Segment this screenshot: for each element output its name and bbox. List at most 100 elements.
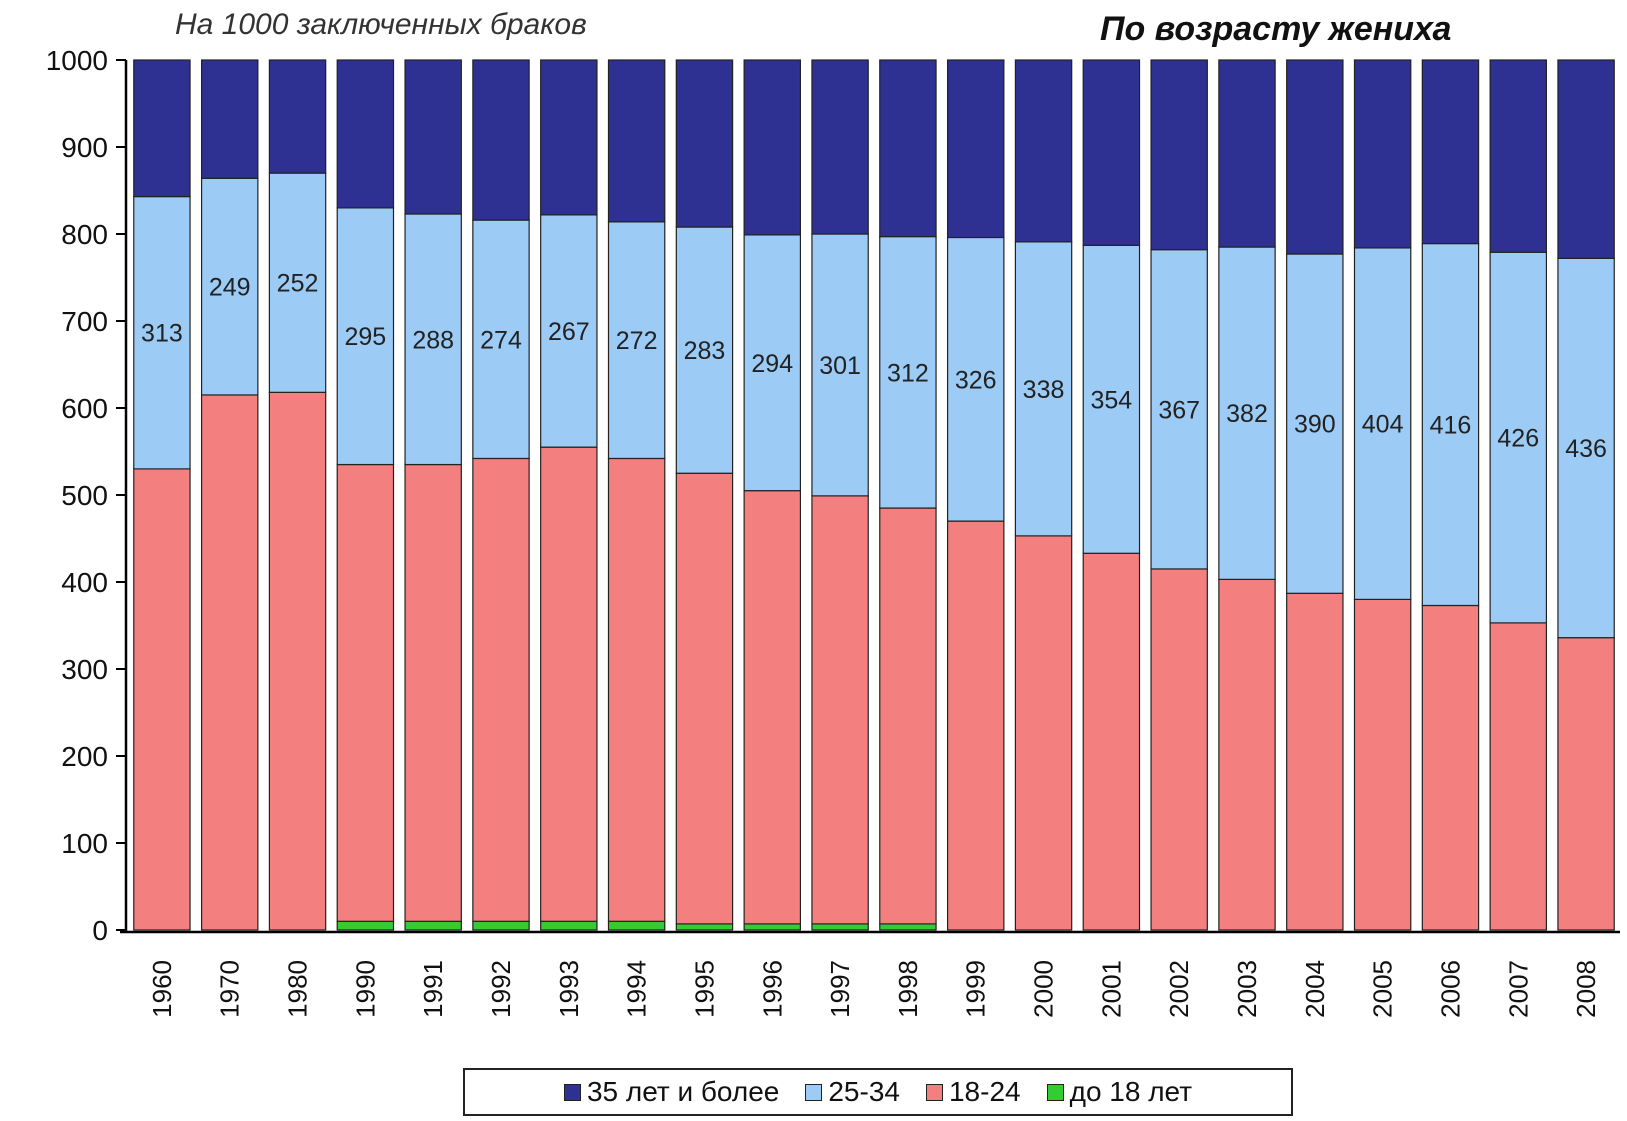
data-label: 288 xyxy=(412,326,454,354)
x-tick-label: 1991 xyxy=(418,960,448,1018)
data-label: 313 xyxy=(141,320,183,348)
bar-segment xyxy=(879,236,937,509)
data-label: 436 xyxy=(1565,435,1607,463)
bar-segment xyxy=(1353,598,1412,931)
x-tick-label: 2003 xyxy=(1232,960,1262,1018)
bar-segment xyxy=(1082,244,1141,554)
legend-item: 25-34 xyxy=(805,1076,900,1108)
x-tick-label: 2005 xyxy=(1368,960,1398,1018)
bar-segment xyxy=(540,59,598,216)
bar-segment xyxy=(404,59,462,215)
bar-segment xyxy=(675,923,734,931)
legend-item: до 18 лет xyxy=(1046,1076,1193,1108)
bar-segment xyxy=(1557,637,1615,931)
y-tick-label: 800 xyxy=(61,219,108,250)
legend-swatch xyxy=(805,1083,823,1101)
bar-segment xyxy=(743,923,802,931)
bar-segment xyxy=(336,463,395,922)
bar-segment xyxy=(1218,578,1276,931)
bar-segment xyxy=(1014,535,1073,931)
data-label: 354 xyxy=(1091,386,1133,414)
x-tick-label: 1998 xyxy=(893,960,923,1018)
legend-swatch xyxy=(925,1083,943,1101)
bar-segment xyxy=(879,507,937,925)
bar-segment xyxy=(1218,59,1276,248)
x-tick-label: 1993 xyxy=(554,960,584,1018)
bar-segment xyxy=(268,59,327,174)
chart-title: По возрасту жениха xyxy=(1100,10,1452,48)
bar-segment xyxy=(1353,59,1412,249)
bar-segment xyxy=(133,59,191,198)
bar-segment xyxy=(1421,59,1480,245)
data-label: 249 xyxy=(209,274,251,302)
bar-segment xyxy=(1489,622,1548,931)
legend-item: 35 лет и более xyxy=(563,1076,780,1108)
data-label: 338 xyxy=(1023,376,1065,404)
data-label: 382 xyxy=(1226,400,1268,428)
bar-segment xyxy=(675,226,734,474)
bar-segment xyxy=(1082,552,1141,931)
y-tick-label: 300 xyxy=(61,654,108,685)
bar-segment xyxy=(946,59,1005,239)
bar-segment xyxy=(540,920,598,931)
bar-segment xyxy=(1286,253,1344,594)
y-tick-label: 1000 xyxy=(46,45,108,76)
y-tick-label: 600 xyxy=(61,393,108,424)
chart-legend: 35 лет и более 25-34 18-24 до 18 лет xyxy=(463,1068,1293,1116)
legend-swatch xyxy=(563,1083,581,1101)
x-tick-label: 1980 xyxy=(283,960,313,1018)
bar-segment xyxy=(472,457,530,922)
bar-segment xyxy=(472,920,530,931)
legend-item: 18-24 xyxy=(925,1076,1021,1108)
bar-segment xyxy=(607,221,666,460)
legend-label: 35 лет и более xyxy=(586,1076,780,1107)
x-tick-label: 1994 xyxy=(622,960,652,1018)
bar-segment xyxy=(1150,568,1208,931)
bar-segment xyxy=(1082,59,1141,246)
bar-segment xyxy=(811,59,869,235)
bar-segment xyxy=(607,59,666,223)
bar-segment xyxy=(1150,59,1208,251)
x-tick-label: 2006 xyxy=(1435,960,1465,1018)
x-tick-label: 2008 xyxy=(1571,960,1601,1018)
bar-segment xyxy=(404,213,462,466)
data-label: 294 xyxy=(751,350,793,378)
bar-segment xyxy=(675,59,734,228)
data-label: 312 xyxy=(887,359,929,387)
bar-segment xyxy=(743,234,802,492)
bar-segment xyxy=(336,207,395,466)
x-tick-label: 1999 xyxy=(961,960,991,1018)
data-label: 274 xyxy=(480,326,522,354)
legend-label: до 18 лет xyxy=(1069,1076,1193,1107)
bar-segment xyxy=(675,472,734,925)
y-tick-label: 700 xyxy=(61,306,108,337)
bar-segment xyxy=(946,520,1005,931)
bar-segment xyxy=(200,59,259,179)
bar-segment xyxy=(1421,604,1480,931)
x-tick-label: 2002 xyxy=(1164,960,1194,1018)
bar-segment xyxy=(472,219,530,460)
bar-segment xyxy=(1557,59,1615,259)
x-tick-label: 2000 xyxy=(1029,960,1059,1018)
bar-segment xyxy=(1286,59,1344,255)
x-tick-label: 1960 xyxy=(147,960,177,1018)
data-label: 252 xyxy=(277,270,319,298)
bar-segment xyxy=(1557,257,1615,639)
y-tick-label: 100 xyxy=(61,828,108,859)
x-tick-label: 2001 xyxy=(1096,960,1126,1018)
data-label: 295 xyxy=(345,323,387,351)
bar-segment xyxy=(404,920,462,931)
x-tick-label: 1995 xyxy=(689,960,719,1018)
bar-segment xyxy=(1218,246,1276,580)
legend-label: 25-34 xyxy=(828,1076,900,1107)
bar-segment xyxy=(811,495,869,925)
y-tick-label: 400 xyxy=(61,567,108,598)
bar-segment xyxy=(404,463,462,922)
y-tick-label: 200 xyxy=(61,741,108,772)
bar-segment xyxy=(1489,59,1548,253)
bar-segment xyxy=(200,394,259,931)
bar-segment xyxy=(811,923,869,931)
x-tick-label: 1997 xyxy=(825,960,855,1018)
bar-segment xyxy=(268,172,327,393)
data-label: 301 xyxy=(819,352,861,380)
